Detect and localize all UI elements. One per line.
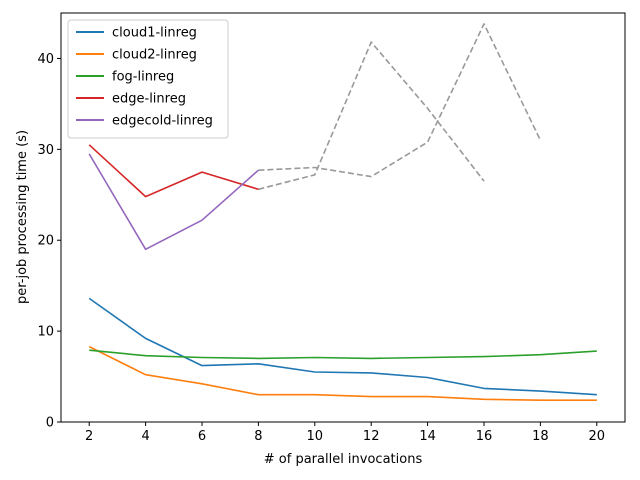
legend: cloud1-linreg cloud2-linreg fog-linreg edge…: [67, 19, 229, 139]
x-tick-label: 18: [532, 429, 549, 444]
series-line-1: [88, 297, 597, 396]
legend-label: cloud1-linreg: [112, 26, 197, 41]
x-tick-label: 12: [363, 429, 380, 444]
x-tick-label: 14: [419, 429, 436, 444]
y-axis: 0 10 20 30 40: [37, 52, 61, 431]
plot-area: [88, 23, 597, 402]
series-line-5: [88, 153, 259, 251]
x-tick-label: 16: [476, 429, 493, 444]
x-tick-label: 20: [589, 429, 606, 444]
x-tick-label: 2: [85, 429, 93, 444]
series-line-4: [88, 144, 259, 198]
legend-box: [67, 19, 229, 139]
x-tick-label: 6: [198, 429, 206, 444]
x-axis: 2 4 6 8 10 12 14 16 18 20: [85, 422, 605, 444]
y-tick-label: 20: [37, 234, 54, 249]
x-axis-label: # of parallel invocations: [264, 452, 423, 467]
axes-frame: [60, 12, 626, 423]
y-tick-label: 0: [46, 416, 54, 431]
series-line-7: [258, 23, 542, 178]
y-tick-label: 40: [37, 52, 54, 67]
y-axis-label: per-job processing time (s): [15, 130, 30, 304]
y-tick-label: 30: [37, 143, 54, 158]
series-line-3: [89, 349, 597, 360]
series-line-2: [88, 345, 597, 402]
legend-label: edgecold-linreg: [112, 114, 213, 129]
legend-label: edge-linreg: [112, 92, 186, 107]
legend-label: fog-linreg: [112, 70, 174, 85]
y-tick-label: 10: [37, 325, 54, 340]
x-tick-label: 10: [307, 429, 324, 444]
x-tick-label: 8: [254, 429, 262, 444]
x-tick-label: 4: [141, 429, 149, 444]
series-line-6: [258, 41, 485, 191]
legend-label: cloud2-linreg: [112, 48, 197, 63]
